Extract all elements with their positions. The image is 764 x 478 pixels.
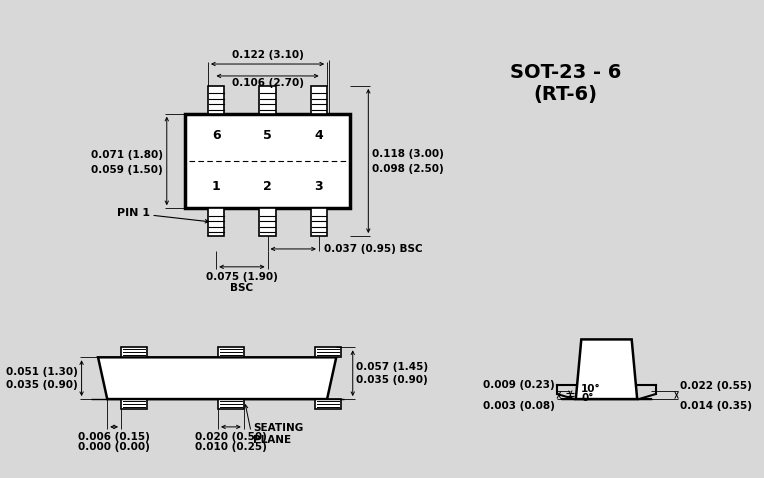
Text: 0.057 (1.45): 0.057 (1.45) [357, 362, 429, 372]
Polygon shape [576, 339, 637, 399]
Bar [311, 86, 327, 114]
Bar [121, 348, 147, 358]
Text: 0.118 (3.00): 0.118 (3.00) [372, 149, 444, 159]
Polygon shape [98, 358, 336, 399]
Text: 0.035 (0.90): 0.035 (0.90) [6, 380, 78, 390]
Text: 6: 6 [212, 129, 221, 142]
Bar [316, 348, 341, 358]
Bar [208, 208, 225, 236]
Text: 0.106 (2.70): 0.106 (2.70) [231, 78, 303, 88]
Text: 0.022 (0.55): 0.022 (0.55) [680, 381, 752, 391]
Text: 0.020 (0.50): 0.020 (0.50) [195, 432, 267, 442]
Bar [259, 208, 276, 236]
Text: PIN 1: PIN 1 [118, 208, 151, 218]
Bar [208, 86, 225, 114]
Text: 0.122 (3.10): 0.122 (3.10) [231, 50, 303, 60]
Text: 0.035 (0.90): 0.035 (0.90) [357, 375, 428, 385]
Text: 0.003 (0.08): 0.003 (0.08) [484, 401, 555, 411]
Text: SEATING
PLANE: SEATING PLANE [253, 423, 303, 445]
Text: 0°: 0° [581, 393, 594, 403]
Text: 0.059 (1.50): 0.059 (1.50) [92, 165, 163, 175]
Text: 0.009 (0.23): 0.009 (0.23) [484, 380, 555, 390]
Bar [259, 86, 276, 114]
Text: 0.051 (1.30): 0.051 (1.30) [6, 367, 78, 377]
Text: 1: 1 [212, 180, 221, 193]
Text: 0.075 (1.90): 0.075 (1.90) [206, 272, 278, 282]
Bar [121, 399, 147, 409]
Text: 2: 2 [263, 180, 272, 193]
Bar [185, 114, 350, 208]
Text: SOT-23 - 6
(RT-6): SOT-23 - 6 (RT-6) [510, 64, 621, 104]
Text: 4: 4 [315, 129, 323, 142]
Text: 10°: 10° [581, 384, 601, 394]
Text: 0.000 (0.00): 0.000 (0.00) [78, 442, 150, 452]
Text: 3: 3 [315, 180, 323, 193]
Text: 5: 5 [263, 129, 272, 142]
Text: 0.098 (2.50): 0.098 (2.50) [372, 164, 444, 174]
Text: 0.071 (1.80): 0.071 (1.80) [91, 150, 163, 160]
Text: 0.014 (0.35): 0.014 (0.35) [680, 401, 753, 411]
Bar [311, 208, 327, 236]
Text: 0.010 (0.25): 0.010 (0.25) [195, 442, 267, 452]
Bar [218, 348, 244, 358]
Bar [316, 399, 341, 409]
Text: 0.037 (0.95) BSC: 0.037 (0.95) BSC [325, 244, 423, 254]
Text: 0.006 (0.15): 0.006 (0.15) [78, 432, 150, 442]
Bar [218, 399, 244, 409]
Text: BSC: BSC [230, 283, 254, 293]
